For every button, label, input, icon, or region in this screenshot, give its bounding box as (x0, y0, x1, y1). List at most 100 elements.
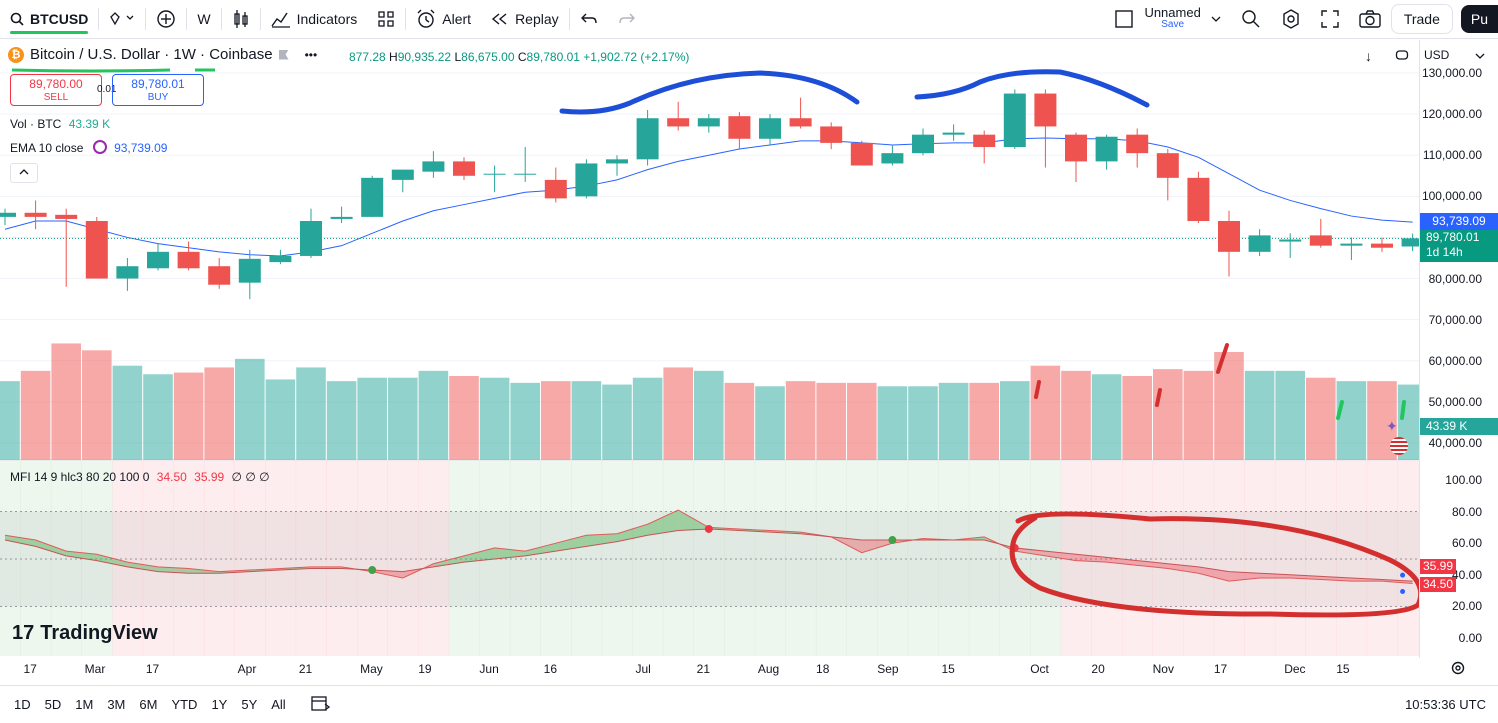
candles-icon (233, 10, 248, 28)
volume-label: Vol · BTC (10, 117, 62, 131)
candle-body (330, 216, 353, 219)
trade-button[interactable]: Trade (1390, 4, 1453, 34)
publish-button[interactable]: Pu (1460, 5, 1498, 33)
price-tick-label: 40,000.00 (1428, 436, 1482, 450)
more-options-icon[interactable]: ••• (304, 47, 318, 62)
compare-button[interactable] (146, 0, 186, 38)
scroll-down-button[interactable]: ↓ (1365, 48, 1372, 64)
chart-type-button[interactable] (222, 0, 260, 38)
utc-clock[interactable]: 10:53:36 UTC (1405, 697, 1486, 712)
drawn-red-tick (1034, 380, 1041, 399)
mfi-end-dot (1400, 588, 1406, 594)
collapse-legend-button[interactable] (10, 163, 38, 183)
symbol-search-button[interactable]: BTCUSD (0, 0, 98, 38)
candle-body (1003, 93, 1026, 147)
symbol-legend[interactable]: ₿ Bitcoin / U.S. Dollar · 1W · Coinbase … (8, 46, 317, 63)
mfi-tick-label: 40.00 (1451, 567, 1482, 582)
alarm-clock-icon (417, 9, 435, 28)
mfi-tick-label: 60.00 (1451, 536, 1482, 551)
range-button-6m[interactable]: 6M (139, 697, 158, 712)
legend-underline-mark (11, 68, 215, 73)
range-button-5y[interactable]: 5Y (241, 697, 258, 712)
time-tick-label: 20 (1091, 662, 1105, 676)
watchlist-icon-button[interactable] (99, 0, 145, 38)
volume-bar (602, 384, 632, 460)
indicators-button[interactable]: Indicators (261, 0, 368, 38)
volume-bar (755, 386, 785, 460)
chart-canvas[interactable] (0, 40, 1420, 658)
interval-button[interactable]: W (197, 11, 211, 27)
range-button-5d[interactable]: 5D (44, 697, 62, 712)
time-tick-label: Oct (1030, 662, 1049, 676)
drawn-blue-arc (559, 70, 860, 115)
mfi-background-band (540, 460, 572, 656)
snapshot-button[interactable] (1349, 0, 1391, 38)
ema-legend[interactable]: EMA 10 close 93,739.09 (10, 140, 167, 155)
chart-settings-icon[interactable] (1450, 660, 1466, 681)
mfi-tick-label: 100.00 (1445, 473, 1482, 487)
layout-button[interactable]: Unnamed Save (1104, 0, 1230, 38)
candle-body (300, 221, 322, 256)
symbol-underline-mark (10, 31, 89, 34)
range-button-ytd[interactable]: YTD (171, 697, 198, 712)
range-button-1y[interactable]: 1Y (211, 697, 228, 712)
alert-button[interactable]: Alert (406, 0, 481, 38)
candle-body (575, 163, 598, 197)
candle-body (238, 258, 261, 283)
mfi-end-dot (1400, 572, 1406, 578)
volume-bar (235, 358, 265, 460)
price-tick-label: 110,000.00 (1422, 148, 1482, 163)
drawn-blue-arc (914, 69, 1150, 108)
mfi-background-band (112, 460, 144, 656)
price-tick-label: 70,000.00 (1428, 312, 1482, 327)
volume-bar (1306, 377, 1336, 460)
mfi-cross-dot (368, 566, 377, 575)
mfi-legend[interactable]: MFI 14 9 hlc3 80 20 100 0 34.50 35.99 ∅ … (10, 470, 270, 484)
mfi-tick-label: 0.00 (1458, 631, 1482, 645)
refresh-data-button[interactable] (1395, 48, 1409, 67)
chevron-down-icon (1475, 53, 1485, 59)
range-button-3m[interactable]: 3M (107, 697, 126, 712)
replay-button[interactable]: Replay (481, 0, 569, 38)
mfi-value-2: 35.99 (194, 470, 225, 484)
currency-selector[interactable]: USD (1424, 48, 1485, 62)
price-tick-label: 50,000.00 (1428, 394, 1482, 409)
reload-icon (1395, 50, 1409, 60)
high-value: 90,935.22 (397, 50, 452, 64)
mfi-background-band (234, 460, 266, 656)
volume-bar (296, 367, 326, 460)
volume-legend[interactable]: Vol · BTC 43.39 K (10, 117, 110, 131)
templates-button[interactable] (367, 0, 405, 38)
undo-button[interactable] (570, 0, 608, 38)
mfi-background-band (326, 460, 358, 656)
candle-body (1248, 235, 1271, 252)
mfi-fill-segment (96, 554, 128, 567)
grid-icon (378, 11, 394, 27)
mfi-fill-segment (647, 510, 679, 536)
symbol-title: Bitcoin / U.S. Dollar · 1W · Coinbase (30, 46, 273, 63)
quick-search-button[interactable] (1231, 0, 1271, 38)
buy-button[interactable]: 89,780.01 BUY (112, 74, 204, 106)
time-tick-label: 15 (1336, 662, 1350, 676)
mfi-tag-1: 35.99 (1420, 559, 1456, 574)
candle-body (1065, 134, 1087, 162)
range-button-all[interactable]: All (271, 697, 286, 712)
sell-button[interactable]: 89,780.00 SELL (10, 74, 102, 106)
volume-value: 43.39 K (68, 117, 111, 131)
redo-button[interactable] (608, 0, 646, 38)
price-axis[interactable]: USD 130,000.00 120,000.00 110,000.00 100,00… (1419, 40, 1498, 658)
bitcoin-logo-icon: ₿ (8, 46, 24, 63)
volume-tag: 43.39 K (1420, 418, 1498, 435)
mfi-fill-segment (66, 551, 97, 561)
fullscreen-button[interactable] (1311, 0, 1349, 38)
range-button-1d[interactable]: 1D (14, 697, 31, 712)
mfi-background-band (968, 460, 1000, 656)
ai-sparkle-icon[interactable]: ✦ (1386, 418, 1398, 434)
time-tick-label: Aug (757, 662, 780, 676)
range-button-1m[interactable]: 1M (75, 697, 94, 712)
mfi-cross-dot (704, 524, 713, 533)
settings-button[interactable] (1271, 0, 1311, 38)
volume-bar (357, 377, 387, 460)
date-range-button[interactable] (310, 694, 330, 715)
change-value: +1,902.72 (+2.17%) (583, 50, 690, 64)
